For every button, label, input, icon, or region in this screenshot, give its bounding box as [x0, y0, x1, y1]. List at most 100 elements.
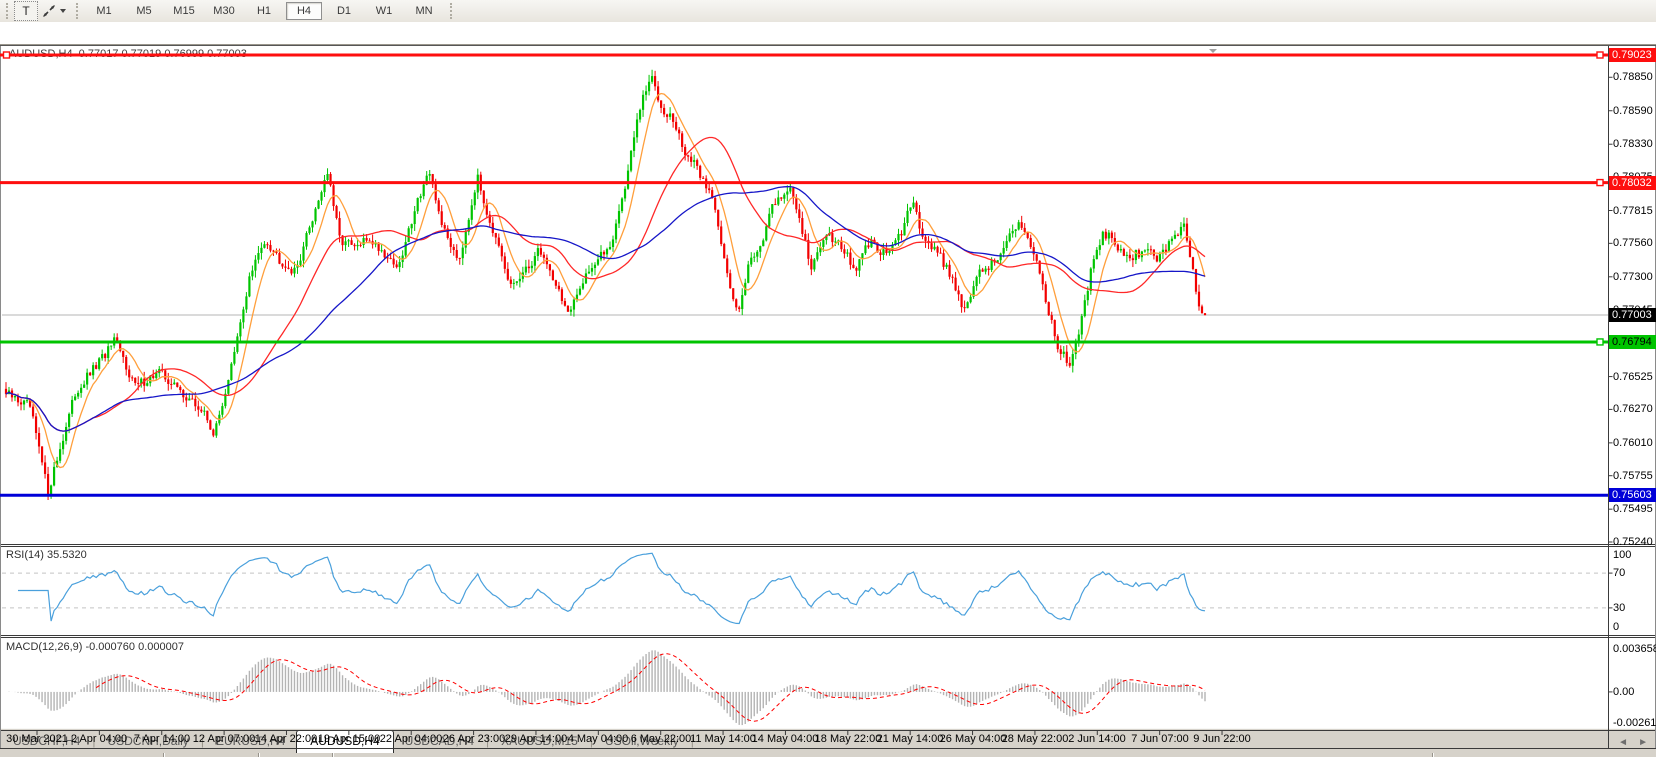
- level-handle[interactable]: [1596, 178, 1604, 187]
- tab-audusd-h4[interactable]: AUDUSD,H4: [296, 730, 394, 753]
- candle-body: [431, 174, 434, 185]
- candle-body: [314, 208, 317, 222]
- candle-body: [230, 363, 233, 380]
- candle-body: [924, 236, 927, 241]
- candle-body: [969, 296, 972, 303]
- candle-body: [236, 336, 239, 352]
- candle-body: [747, 264, 750, 283]
- candle-body: [1146, 249, 1150, 251]
- candle-body: [960, 294, 963, 308]
- candle-body: [843, 249, 846, 254]
- candle-body: [702, 177, 705, 179]
- level-handle[interactable]: [1596, 338, 1604, 346]
- candle-body: [341, 235, 344, 246]
- candle-body: [383, 250, 386, 258]
- candle-body: [1083, 300, 1086, 317]
- chart-shift-marker[interactable]: [1209, 49, 1217, 53]
- candle-body: [167, 379, 170, 384]
- timeframe-button-mn[interactable]: MN: [415, 5, 433, 17]
- candle-body: [1188, 240, 1192, 258]
- candle-body: [1062, 351, 1065, 354]
- timeframe-button-h1[interactable]: H1: [256, 5, 272, 17]
- candle-body: [1035, 254, 1038, 261]
- candle-body: [756, 251, 759, 257]
- timeframe-button-h4[interactable]: H4: [286, 2, 322, 20]
- timeframe-button-m15[interactable]: M15: [173, 5, 195, 17]
- toolbar-grip[interactable]: [450, 3, 452, 19]
- chart-tabs: USDCHF,H4 | USDCNH,Daily | EURUSD,H4 AUDUSD,H…: [2, 730, 695, 753]
- candle-body: [52, 466, 56, 486]
- candle-body: [494, 233, 497, 238]
- candle-body: [143, 378, 146, 386]
- candle-body: [629, 150, 633, 171]
- candle-body: [804, 233, 807, 240]
- timeframe-button-m30[interactable]: M30: [213, 5, 235, 17]
- candle-body: [876, 242, 879, 253]
- candle-body: [212, 429, 215, 436]
- candle-body: [335, 206, 338, 219]
- candle-body: [855, 267, 858, 271]
- tab-usoil-weekly[interactable]: USOil,Weekly: [604, 734, 679, 748]
- candle-body: [176, 382, 179, 387]
- candle-body: [617, 211, 621, 224]
- candle-body: [125, 356, 128, 370]
- candle-body: [1029, 237, 1032, 248]
- ma-line-medium: [5, 136, 1206, 432]
- candle-body: [1101, 231, 1104, 246]
- price-axis-label: 0.77300: [1613, 271, 1653, 283]
- candle-body: [55, 460, 59, 467]
- macd-scale-label: 0.00: [1613, 686, 1635, 698]
- toolbar-grip[interactable]: [76, 3, 78, 19]
- chart-tabbar: USDCHF,H4 | USDCNH,Daily | EURUSD,H4 AUDUSD,H…: [0, 728, 1656, 757]
- price-axis-label: 0.76010: [1613, 437, 1653, 449]
- toolbar-grip[interactable]: [6, 3, 8, 19]
- candle-body: [224, 393, 227, 407]
- tab-eurusd-h4[interactable]: EURUSD,H4: [215, 734, 286, 748]
- candle-body: [699, 165, 702, 178]
- level-handle[interactable]: [2, 51, 11, 59]
- timeframe-button-m1[interactable]: M1: [96, 5, 112, 17]
- candle-body: [86, 372, 89, 385]
- timeframe-button-d1[interactable]: D1: [336, 5, 352, 17]
- candle-body: [675, 121, 678, 130]
- tab-usdchf-h4[interactable]: USDCHF,H4: [13, 734, 81, 748]
- candle-body: [179, 386, 182, 391]
- candle-body: [233, 351, 236, 364]
- time-axis-label: 14 May 04:00: [751, 733, 819, 745]
- candle-body: [1122, 249, 1125, 256]
- candle-body: [999, 253, 1002, 261]
- candle-body: [777, 197, 780, 205]
- candle-body: [548, 264, 552, 271]
- timeframe-button-w1[interactable]: W1: [375, 5, 393, 17]
- candle-body: [741, 295, 744, 310]
- tab-scroll-left-button[interactable]: ◄: [1618, 737, 1628, 748]
- candle-body: [1134, 249, 1137, 261]
- tab-usdcnh-daily[interactable]: USDCNH,Daily: [107, 734, 189, 748]
- tab-usdcad-h4[interactable]: USDCAD,H4: [404, 734, 475, 748]
- chart-canvas[interactable]: [0, 44, 1656, 750]
- tab-xauusd-m15[interactable]: XAUUSD,M15: [501, 734, 578, 748]
- candle-body: [1119, 249, 1122, 251]
- candle-body: [473, 192, 476, 206]
- candle-body: [933, 246, 936, 250]
- text-tool-button[interactable]: T: [14, 1, 38, 21]
- candle-body: [939, 252, 942, 254]
- candle-body: [693, 160, 696, 162]
- cursor-tool-button[interactable]: [38, 2, 70, 20]
- candle-body: [957, 290, 960, 295]
- candle-body: [74, 396, 77, 400]
- candle-body: [83, 384, 86, 388]
- level-handle[interactable]: [1596, 51, 1604, 59]
- candle-body: [188, 398, 191, 401]
- candle-body: [1191, 257, 1195, 269]
- tab-scroll-right-button[interactable]: ►: [1638, 737, 1648, 748]
- timeframe-button-m5[interactable]: M5: [136, 5, 152, 17]
- candle-body: [155, 373, 158, 379]
- candle-body: [164, 370, 167, 380]
- candle-body: [912, 202, 915, 208]
- candle-body: [89, 372, 92, 376]
- candle-body: [302, 246, 305, 261]
- candle-body: [900, 233, 903, 236]
